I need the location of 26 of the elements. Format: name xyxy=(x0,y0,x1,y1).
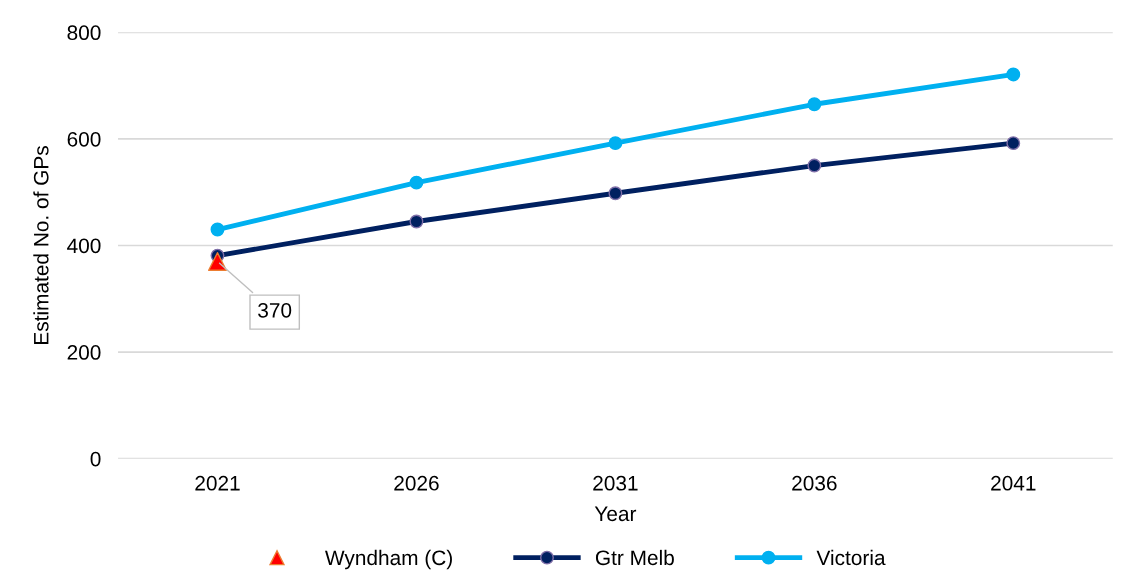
y-axis-title: Estimated No. of GPs xyxy=(33,146,49,344)
point xyxy=(807,97,822,112)
y-tick-label: 400 xyxy=(67,238,101,254)
legend-label: Gtr Melb xyxy=(595,549,674,566)
x-tick-label: 2031 xyxy=(593,475,638,491)
point xyxy=(608,136,623,151)
y-tick-label: 200 xyxy=(67,345,101,360)
x-tick-label: 2026 xyxy=(394,475,439,491)
x-tick-label: 2021 xyxy=(195,475,240,491)
data-label: 370 xyxy=(258,302,292,318)
x-tick-label: 2036 xyxy=(792,475,837,491)
y-tick-label: 0 xyxy=(90,451,101,467)
point xyxy=(807,158,822,173)
point xyxy=(608,186,623,201)
point xyxy=(210,222,225,237)
y-tick-label: 800 xyxy=(67,25,101,41)
x-tick-label: 2041 xyxy=(991,475,1036,491)
point xyxy=(1006,136,1021,151)
point xyxy=(208,251,227,271)
legend-label: Wyndham (C) xyxy=(325,549,452,570)
x-axis-title: Year xyxy=(594,506,637,522)
point xyxy=(409,214,424,229)
legend-label: Victoria xyxy=(816,549,886,566)
y-tick-label: 600 xyxy=(67,131,101,147)
point xyxy=(409,175,424,190)
point xyxy=(1006,67,1021,82)
